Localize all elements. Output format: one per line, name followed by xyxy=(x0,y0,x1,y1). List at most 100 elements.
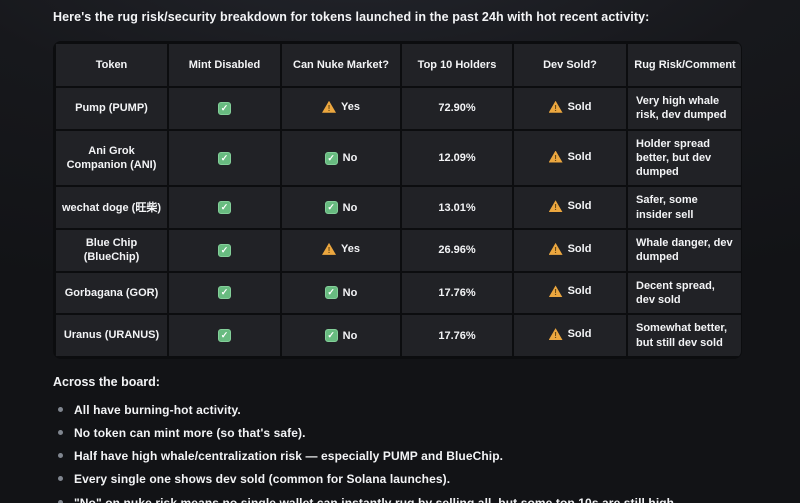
header-dev-sold: Dev Sold? xyxy=(512,42,628,88)
table-row: Uranus (URANUS) No 17.76% Sold Somewhat … xyxy=(54,313,741,358)
comment-cell: Safer, some insider sell xyxy=(626,185,741,231)
dev-sold-cell: Sold xyxy=(512,228,628,273)
mint-disabled-cell xyxy=(167,313,282,358)
check-icon xyxy=(324,151,338,165)
mint-disabled-cell xyxy=(167,185,282,231)
bullet-list: All have burning-hot activity. No token … xyxy=(53,402,800,503)
comment-cell: Holder spread better, but dev dumped xyxy=(626,128,741,188)
dev-sold-cell: Sold xyxy=(512,86,628,131)
bullet-text: All have burning-hot activity. xyxy=(74,402,241,417)
mint-disabled-cell xyxy=(167,128,282,188)
comment-cell: Very high whale risk, dev dumped xyxy=(626,86,741,131)
bullet-item: Half have high whale/centralization risk… xyxy=(53,450,800,463)
warning-icon xyxy=(548,150,563,163)
dev-sold-value: Sold xyxy=(567,200,592,213)
dev-sold-value: Sold xyxy=(567,328,592,341)
can-nuke-value: No xyxy=(342,286,358,299)
warning-icon xyxy=(322,100,337,113)
dev-sold-value: Sold xyxy=(567,150,592,163)
top10-cell: 13.01% xyxy=(400,185,514,231)
can-nuke-cell: No xyxy=(280,185,402,231)
bullet-text: No token can mint more (so that's safe). xyxy=(74,426,306,441)
token-cell: Uranus (URANUS) xyxy=(54,313,169,358)
top10-cell: 26.96% xyxy=(400,228,514,273)
token-cell: Ani Grok Companion (ANI) xyxy=(54,128,169,188)
warning-icon xyxy=(548,285,563,298)
check-icon xyxy=(218,151,231,165)
header-rug-risk-comment: Rug Risk/Comment xyxy=(626,42,741,88)
bullet-text: Every single one shows dev sold (common … xyxy=(74,472,451,487)
dev-sold-cell: Sold xyxy=(512,270,628,316)
bullet-dot-icon xyxy=(58,453,63,459)
intro-text: Here's the rug risk/security breakdown f… xyxy=(53,10,650,24)
mint-disabled-cell xyxy=(167,270,282,316)
header-top-10-holders: Top 10 Holders xyxy=(400,42,514,88)
check-icon xyxy=(324,201,338,215)
bullet-dot-icon xyxy=(58,430,63,436)
check-icon xyxy=(218,243,231,257)
token-cell: wechat doge (旺柴) xyxy=(54,185,169,231)
summary-section: Across the board: All have burning-hot a… xyxy=(53,375,800,503)
warning-icon xyxy=(548,100,563,113)
comment-cell: Somewhat better, but still dev sold xyxy=(626,313,741,358)
token-risk-table: Token Mint Disabled Can Nuke Market? Top… xyxy=(54,42,741,358)
token-cell: Gorbagana (GOR) xyxy=(54,270,169,316)
dev-sold-cell: Sold xyxy=(512,185,628,231)
dev-sold-cell: Sold xyxy=(512,128,628,188)
can-nuke-value: Yes xyxy=(341,242,360,255)
check-icon xyxy=(218,201,231,215)
can-nuke-cell: Yes xyxy=(280,86,402,131)
warning-icon xyxy=(322,242,337,255)
bullet-item: "No" on nuke risk means no single wallet… xyxy=(53,495,800,503)
token-cell: Blue Chip (BlueChip) xyxy=(54,228,169,273)
can-nuke-value: No xyxy=(342,201,358,214)
can-nuke-value: Yes xyxy=(341,100,360,113)
check-icon xyxy=(324,286,338,300)
token-risk-table-wrap: Token Mint Disabled Can Nuke Market? Top… xyxy=(53,41,742,359)
comment-cell: Decent spread, dev sold xyxy=(626,270,741,316)
dev-sold-value: Sold xyxy=(567,242,592,255)
token-cell: Pump (PUMP) xyxy=(54,86,169,131)
dev-sold-cell: Sold xyxy=(512,313,628,358)
table-row: wechat doge (旺柴) No 13.01% Sold Safer, s… xyxy=(54,185,741,231)
can-nuke-cell: Yes xyxy=(280,228,402,273)
top10-cell: 72.90% xyxy=(400,86,514,131)
bullet-text: Half have high whale/centralization risk… xyxy=(74,449,504,464)
top10-cell: 17.76% xyxy=(400,270,514,316)
table-row: Gorbagana (GOR) No 17.76% Sold Decent sp… xyxy=(54,270,741,316)
table-row: Blue Chip (BlueChip) Yes 26.96% Sold Wha… xyxy=(54,228,741,273)
bullet-dot-icon xyxy=(58,499,63,503)
summary-heading: Across the board: xyxy=(53,374,160,389)
dev-sold-value: Sold xyxy=(567,285,592,298)
table-row: Ani Grok Companion (ANI) No 12.09% Sold … xyxy=(54,128,741,188)
top10-cell: 17.76% xyxy=(400,313,514,358)
comment-cell: Whale danger, dev dumped xyxy=(626,228,741,273)
can-nuke-cell: No xyxy=(280,128,402,188)
can-nuke-cell: No xyxy=(280,270,402,316)
check-icon xyxy=(218,286,231,300)
bullet-text: "No" on nuke risk means no single wallet… xyxy=(74,495,678,503)
can-nuke-value: No xyxy=(342,329,358,342)
top10-cell: 12.09% xyxy=(400,128,514,188)
check-icon xyxy=(324,329,338,343)
header-token: Token xyxy=(54,42,169,88)
mint-disabled-cell xyxy=(167,86,282,131)
can-nuke-value: No xyxy=(342,152,358,165)
dev-sold-value: Sold xyxy=(567,100,592,113)
warning-icon xyxy=(548,242,563,255)
mint-disabled-cell xyxy=(167,228,282,273)
bullet-item: All have burning-hot activity. xyxy=(53,402,800,417)
check-icon xyxy=(218,329,231,343)
can-nuke-cell: No xyxy=(280,313,402,358)
table-row: Pump (PUMP) Yes 72.90% Sold Very high wh… xyxy=(54,86,741,131)
bullet-item: No token can mint more (so that's safe). xyxy=(53,426,800,441)
warning-icon xyxy=(548,328,563,341)
check-icon xyxy=(218,101,231,115)
table-header-row: Token Mint Disabled Can Nuke Market? Top… xyxy=(54,42,741,88)
bullet-dot-icon xyxy=(58,476,63,482)
header-can-nuke-market: Can Nuke Market? xyxy=(280,42,402,88)
bullet-item: Every single one shows dev sold (common … xyxy=(53,473,800,486)
bullet-dot-icon xyxy=(58,406,63,412)
warning-icon xyxy=(548,200,563,213)
